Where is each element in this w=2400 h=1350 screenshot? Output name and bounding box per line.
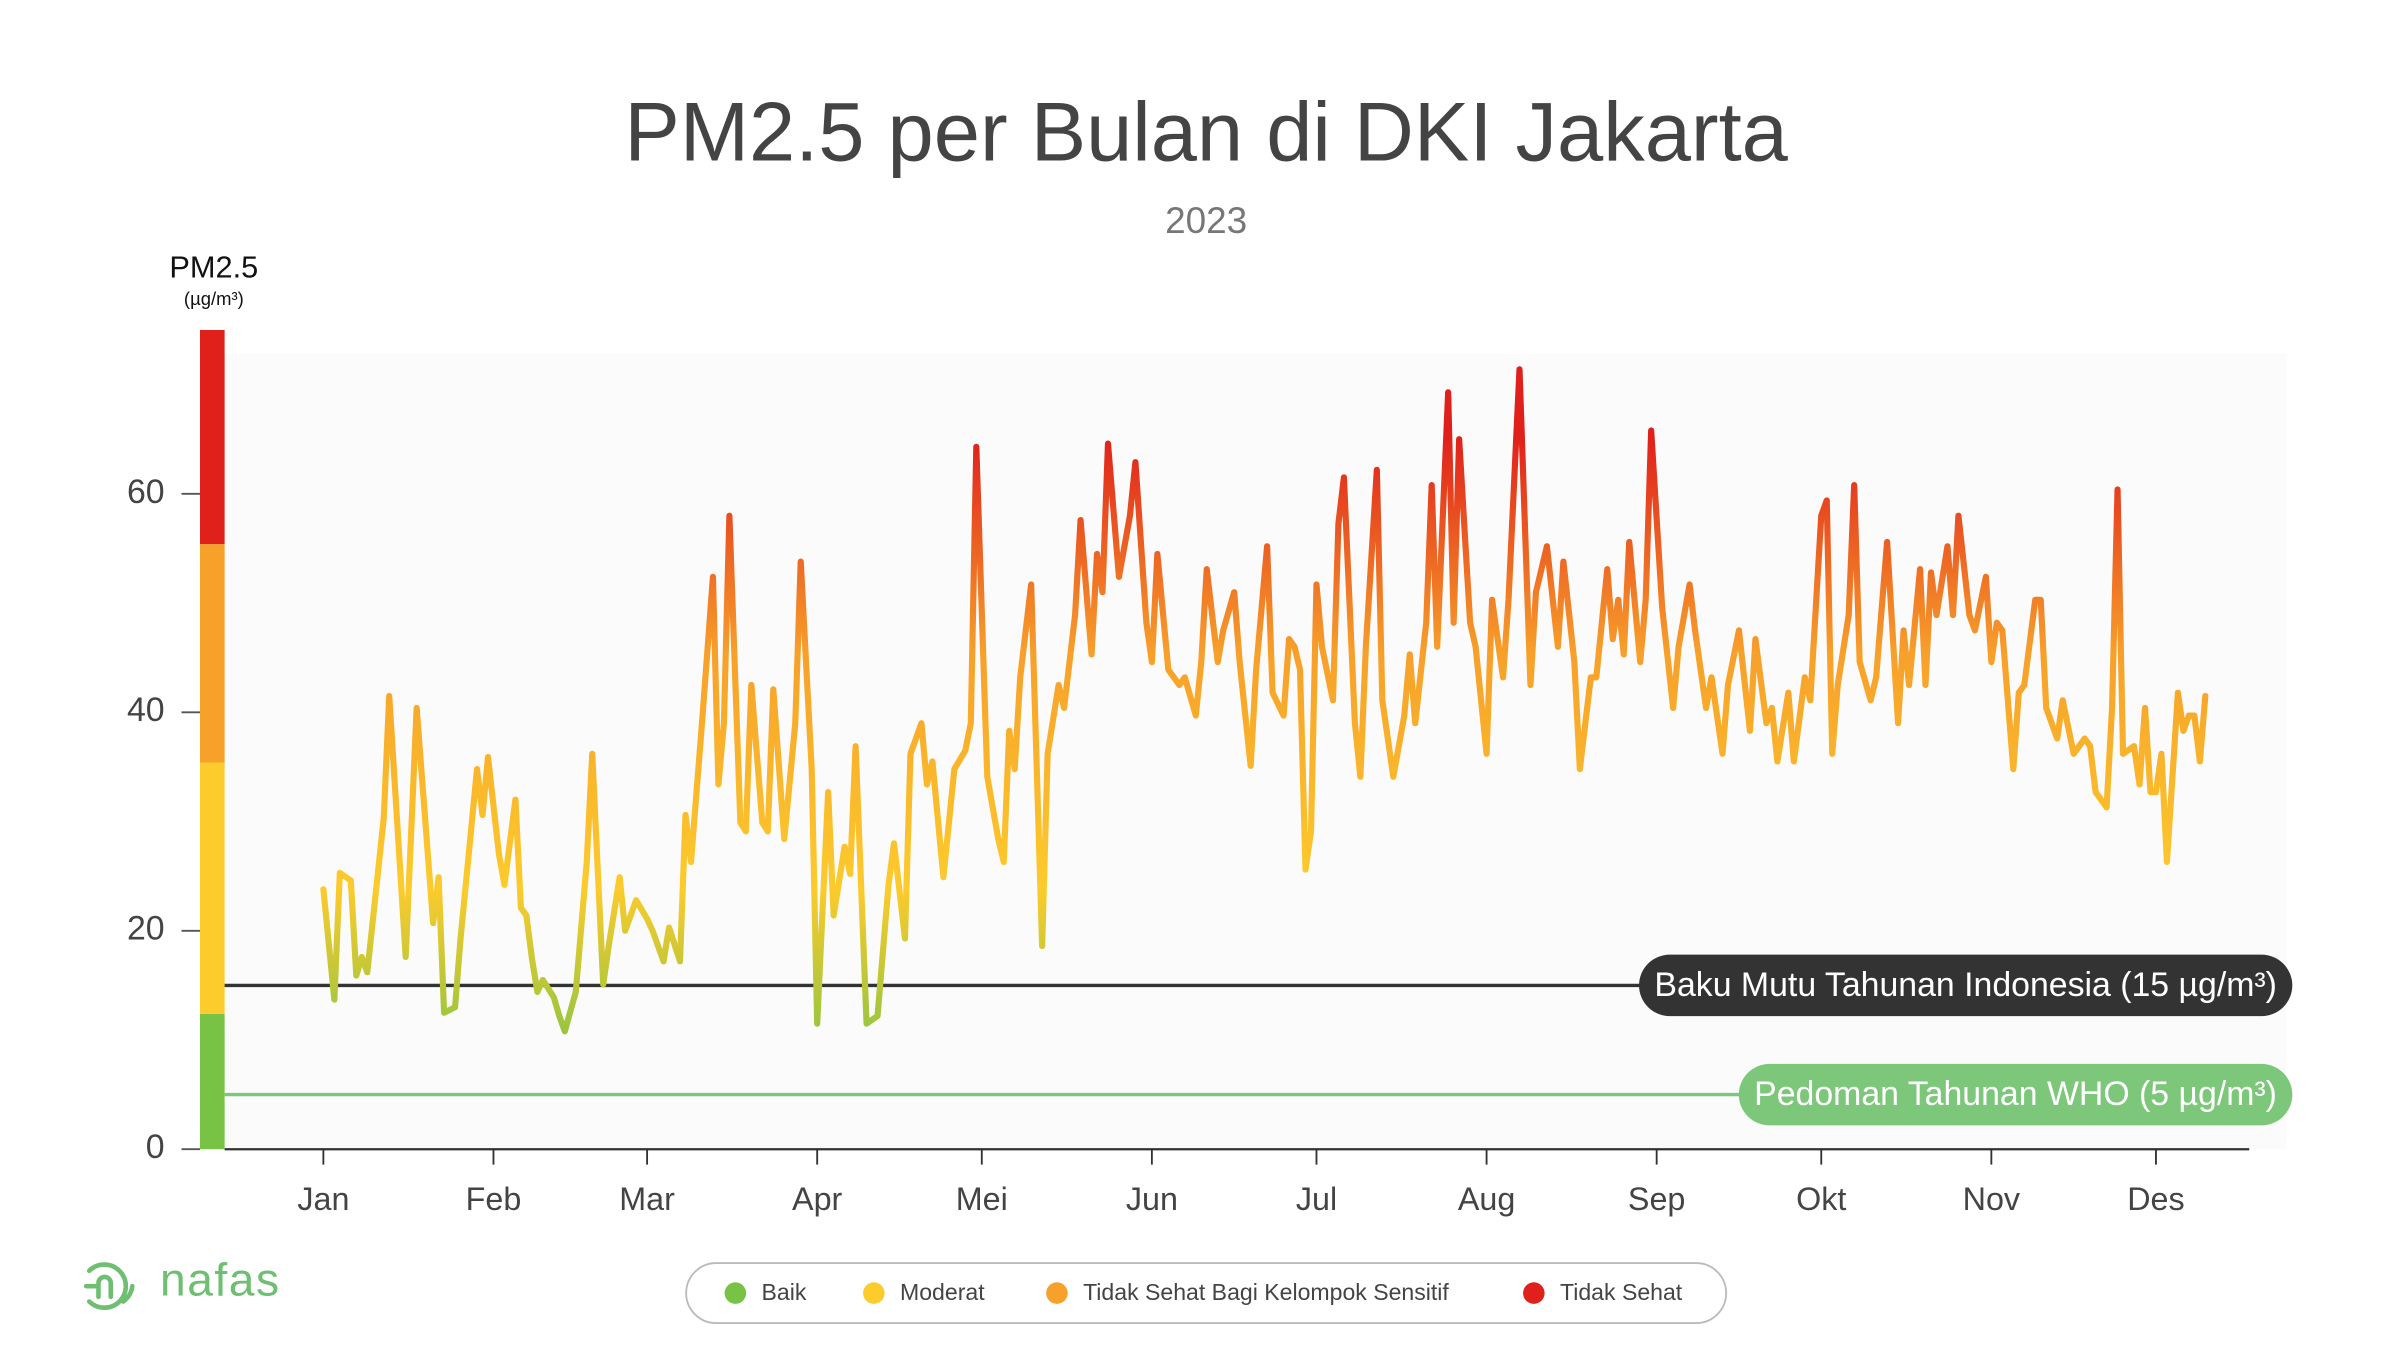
legend-swatch [724, 1282, 747, 1304]
x-tick-label: Mar [619, 1181, 675, 1217]
color-band [200, 544, 225, 763]
x-tick-label: Des [2127, 1181, 2184, 1217]
y-axis-label: PM2.5 [169, 249, 258, 284]
color-band [200, 330, 225, 545]
legend-label: Moderat [900, 1279, 985, 1305]
x-tick-label: Aug [1458, 1181, 1515, 1217]
x-tick-label: Apr [792, 1181, 843, 1217]
y-tick-label: 0 [146, 1128, 165, 1166]
y-tick-label: 40 [127, 691, 165, 729]
color-band [200, 1013, 225, 1150]
legend-swatch [1523, 1282, 1545, 1304]
logo-icon [96, 1274, 114, 1300]
x-tick-label: Mei [956, 1181, 1008, 1217]
legend-swatch [1046, 1282, 1068, 1304]
y-tick-label: 20 [127, 910, 165, 948]
reference-label-box [1738, 1063, 2293, 1126]
chart-subtitle: 2023 [1165, 200, 1247, 241]
y-tick-label: 60 [127, 473, 165, 511]
x-tick-label: Okt [1796, 1181, 1846, 1217]
x-tick-label: Jan [297, 1181, 349, 1217]
reference-label: Baku Mutu Tahunan Indonesia (15 µg/m³) [1654, 966, 2277, 1004]
plot-area [224, 353, 2287, 1150]
legend-box [685, 1262, 1728, 1324]
y-axis-unit: (µg/m³) [184, 288, 244, 309]
logo: nafas [83, 1253, 281, 1310]
x-tick-label: Nov [1963, 1181, 2021, 1217]
logo-text: nafas [160, 1253, 281, 1305]
reference-label-box [1639, 954, 2293, 1017]
legend-label: Tidak Sehat Bagi Kelompok Sensitif [1083, 1279, 1449, 1305]
legend-label: Tidak Sehat [1560, 1279, 1683, 1305]
reference-label: Pedoman Tahunan WHO (5 µg/m³) [1754, 1075, 2277, 1113]
x-tick-label: Sep [1628, 1181, 1685, 1217]
x-tick-label: Jul [1296, 1181, 1337, 1217]
color-band [200, 762, 225, 1014]
logo-icon [83, 1262, 135, 1310]
pm25-line [320, 366, 2209, 1035]
chart-title: PM2.5 per Bulan di DKI Jakarta [624, 85, 1788, 178]
legend-swatch [863, 1282, 885, 1304]
x-tick-label: Jun [1126, 1181, 1178, 1217]
legend-label: Baik [762, 1279, 807, 1305]
x-tick-label: Feb [466, 1181, 522, 1217]
